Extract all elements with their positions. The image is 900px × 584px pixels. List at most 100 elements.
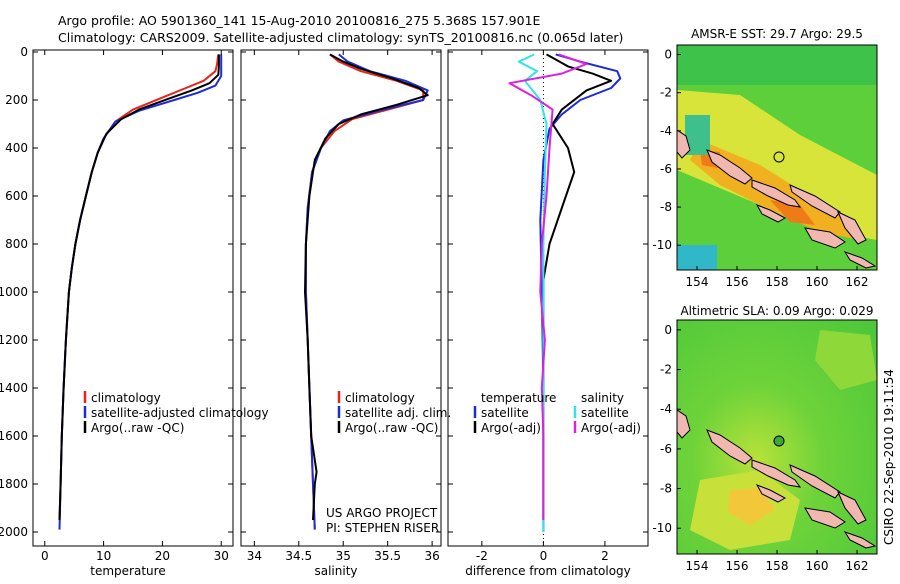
- map-x-tick-label: 160: [806, 559, 829, 573]
- x-tick-label: 35: [336, 549, 351, 563]
- depth-tick-label: 200: [5, 93, 28, 107]
- timestamp-stamp: CSIRO 22-Sep-2010 19:11:54: [882, 369, 896, 545]
- pi-annotation: PI: STEPHEN RISER: [326, 521, 439, 535]
- island-new-georgia: [755, 484, 787, 503]
- salinity-axis-label: salinity: [314, 564, 357, 578]
- legend-label-satellite: satellite adj. clim.: [345, 406, 451, 420]
- depth-tick-label: 800: [5, 237, 28, 251]
- island-makira: [843, 531, 877, 549]
- x-tick-label: 0: [41, 549, 49, 563]
- sla-map: [677, 320, 877, 554]
- legend-label-temp-satellite: satellite: [481, 406, 529, 420]
- map-x-tick-label: 162: [846, 275, 869, 289]
- x-tick-label: 35.5: [374, 549, 401, 563]
- series-line-argo-raw-qc-: [58, 54, 220, 521]
- map-y-tick-label: 0: [664, 323, 672, 337]
- island-guadalcanal: [804, 507, 846, 529]
- legend-label-climatology: climatology: [91, 391, 161, 405]
- map-x-tick-label: 158: [766, 559, 789, 573]
- depth-tick-label: 600: [5, 189, 28, 203]
- map-y-tick-label: -2: [660, 363, 672, 377]
- legend-label-climatology: climatology: [345, 391, 415, 405]
- figure-title-line2: Climatology: CARS2009. Satellite-adjuste…: [58, 30, 623, 45]
- map-y-tick-label: 0: [664, 48, 672, 62]
- series-line-satellite-adj-clim-: [304, 53, 429, 530]
- series-line-climatology: [304, 53, 425, 530]
- temperature-plot-frame: [32, 49, 234, 547]
- salinity-plot: 34 34.5 35 35.5 36: [241, 50, 441, 563]
- island-malaita: [837, 490, 867, 525]
- x-tick-label: 2: [601, 549, 609, 563]
- map-x-tick-label: 154: [686, 559, 709, 573]
- map-y-tick-label: -4: [660, 124, 672, 138]
- sst-warm-band: [677, 90, 877, 240]
- island-choiseul: [751, 459, 802, 488]
- temperature-axis-label: temperature: [90, 564, 165, 578]
- sst-map-title: AMSR-E SST: 29.7 Argo: 29.5: [691, 27, 863, 41]
- island-choiseul: [751, 179, 802, 208]
- island-new-georgia: [755, 204, 787, 223]
- x-tick-label: 10: [96, 549, 111, 563]
- x-tick-label: 30: [214, 549, 229, 563]
- sla-map-axes: 154 156 158 160 162 0 -2 -4 -6 -8 -10: [652, 323, 868, 573]
- legend-label-argo: Argo(..raw -QC): [345, 421, 438, 435]
- map-y-tick-label: -6: [660, 442, 672, 456]
- x-tick-label: -2: [476, 549, 488, 563]
- map-x-tick-label: 162: [846, 559, 869, 573]
- salinity-legend: climatology satellite adj. clim. Argo(..…: [337, 391, 451, 435]
- series-line-climatology: [58, 54, 220, 521]
- sla-high-patch: [815, 330, 877, 390]
- sst-field-upper: [677, 45, 877, 85]
- series-line-temperature-satellite: [539, 53, 622, 532]
- legend-heading-salinity: salinity: [581, 391, 624, 405]
- series-line-satellite-adjusted-climatology: [58, 54, 223, 530]
- x-tick-label: 20: [155, 549, 170, 563]
- map-x-tick-label: 154: [686, 275, 709, 289]
- legend-label-sal-argo: Argo(-adj): [581, 421, 641, 435]
- legend-label-temp-argo: Argo(-adj): [481, 421, 541, 435]
- series-line-argo-raw-qc-: [304, 53, 429, 521]
- map-x-tick-label: 158: [766, 275, 789, 289]
- island-malaita: [837, 210, 867, 245]
- island-png-tip: [677, 409, 691, 439]
- map-x-tick-label: 160: [806, 275, 829, 289]
- depth-tick-label: 1800: [0, 477, 28, 491]
- legend-label-satellite: satellite-adjusted climatology: [91, 406, 269, 420]
- project-annotation: US ARGO PROJECT: [326, 506, 438, 520]
- island-bougainville: [706, 429, 753, 465]
- series-line-salinity-argo-adj-: [508, 53, 588, 520]
- map-y-tick-label: -8: [660, 482, 672, 496]
- map-y-tick-label: -8: [660, 200, 672, 214]
- island-bougainville: [706, 149, 753, 185]
- legend-heading-temperature: temperature: [481, 391, 556, 405]
- sst-map: [677, 45, 877, 270]
- map-y-tick-label: -10: [652, 521, 672, 535]
- map-y-tick-label: -10: [652, 238, 672, 252]
- island-isabel: [789, 464, 841, 499]
- temperature-legend: climatology satellite-adjusted climatolo…: [83, 391, 269, 435]
- temperature-plot: 0 10 20 30: [33, 50, 233, 563]
- depth-axis: 0 200 400 600 800 1000 1200 1400 1600 1800 2000: [0, 45, 28, 539]
- island-guadalcanal: [804, 227, 846, 249]
- depth-tick-label: 1000: [0, 285, 28, 299]
- difference-plot-frame: [447, 49, 649, 547]
- series-line-temperature-argo-adj-: [542, 53, 613, 520]
- map-y-tick-label: -6: [660, 162, 672, 176]
- map-y-tick-label: -2: [660, 86, 672, 100]
- depth-tick-label: 0: [20, 45, 28, 59]
- map-x-tick-label: 156: [726, 559, 749, 573]
- x-tick-label: 0: [540, 549, 548, 563]
- x-tick-label: 34.5: [285, 549, 312, 563]
- legend-label-argo: Argo(..raw -QC): [91, 421, 184, 435]
- difference-axis-label: difference from climatology: [465, 564, 631, 578]
- x-tick-label: 34: [247, 549, 262, 563]
- island-makira: [843, 251, 877, 269]
- difference-legend: temperature satellite Argo(-adj) salinit…: [473, 391, 641, 435]
- depth-tick-label: 1600: [0, 429, 28, 443]
- sla-map-title: Altimetric SLA: 0.09 Argo: 0.029: [680, 304, 873, 318]
- sst-hot-spot: [770, 200, 815, 225]
- depth-tick-label: 1200: [0, 333, 28, 347]
- sla-high-core: [728, 488, 775, 525]
- salinity-plot-frame: [240, 49, 442, 547]
